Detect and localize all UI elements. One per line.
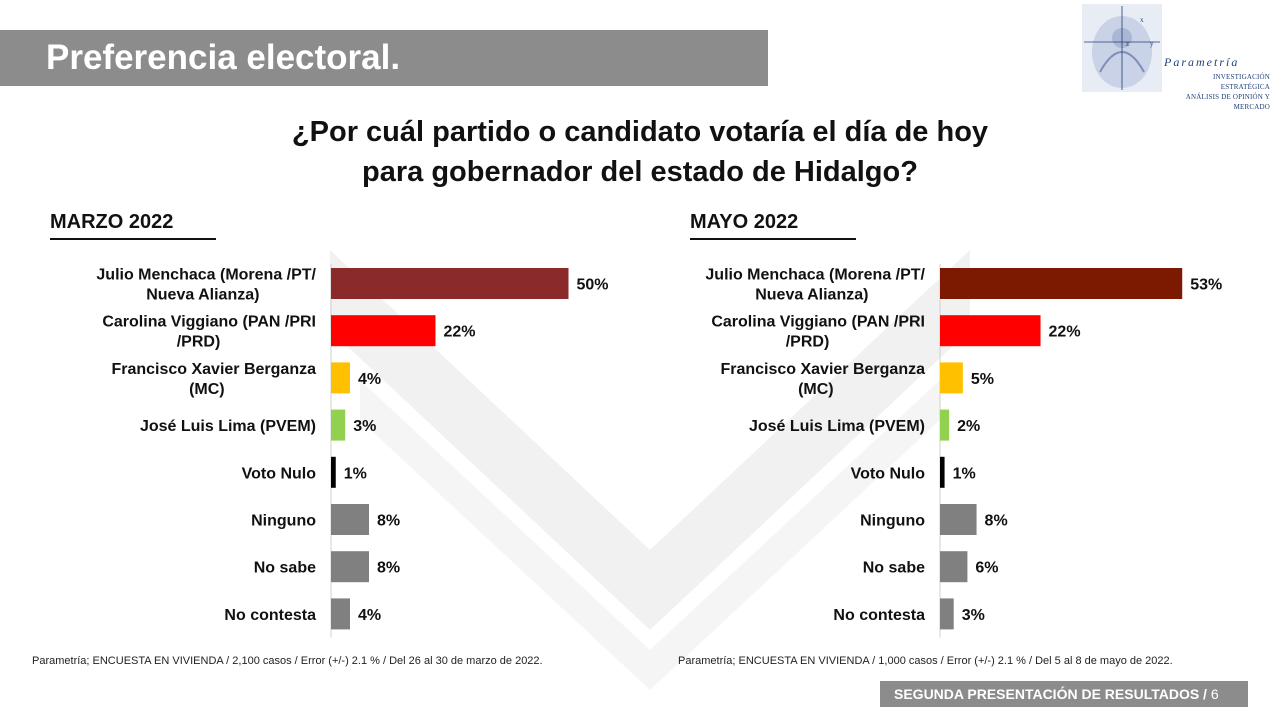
category-label-mayo-3: José Luis Lima (PVEM)	[749, 418, 925, 435]
logo-subtitle-line2: Análisis de opinión y mercado	[1185, 93, 1270, 111]
panel-title-marzo: MARZO 2022	[50, 211, 216, 240]
bar-marzo-4	[331, 456, 336, 488]
category-label-marzo-0: Julio Menchaca (Morena /PT/Nueva Alianza…	[96, 267, 316, 304]
value-label-mayo-3: 2%	[957, 418, 980, 435]
panel-title-mayo: MAYO 2022	[690, 211, 856, 240]
value-label-mayo-7: 3%	[962, 607, 985, 624]
logo-subtitle-line1: Investigación estratégica	[1212, 73, 1270, 91]
question-line1: ¿Por cuál partido o candidato votaría el…	[291, 116, 989, 148]
source-note-mayo: Parametría; ENCUESTA EN VIVIENDA / 1,000…	[678, 655, 1173, 667]
value-label-mayo-4: 1%	[953, 465, 976, 482]
bar-marzo-0	[331, 268, 569, 299]
category-label-mayo-7: No contesta	[833, 607, 925, 624]
value-label-marzo-5: 8%	[377, 513, 400, 530]
value-label-marzo-1: 22%	[444, 324, 476, 341]
bar-mayo-3	[940, 409, 950, 441]
svg-text:y: y	[1150, 40, 1154, 48]
bar-mayo-7	[940, 598, 954, 630]
category-label-mayo-1: Carolina Viggiano (PAN /PRI/PRD)	[711, 314, 925, 351]
category-label-marzo-1: Carolina Viggiano (PAN /PRI/PRD)	[102, 314, 316, 351]
bar-mayo-0	[940, 268, 1183, 299]
value-label-mayo-6: 6%	[975, 560, 998, 577]
value-label-marzo-6: 8%	[377, 560, 400, 577]
page-number: 6	[1210, 686, 1219, 702]
value-label-mayo-2: 5%	[971, 371, 994, 388]
bar-mayo-4	[940, 456, 945, 488]
bar-mayo-1	[940, 315, 1041, 347]
category-label-marzo-7: No contesta	[224, 607, 316, 624]
category-label-mayo-5: Ninguno	[860, 513, 925, 530]
page-title: Preferencia electoral.	[46, 38, 401, 77]
category-label-marzo-2: Francisco Xavier Berganza (MC)	[111, 361, 316, 398]
parametria-logo: x y z	[1082, 4, 1162, 92]
category-label-marzo-6: No sabe	[254, 560, 316, 577]
bar-mayo-2	[940, 362, 963, 394]
value-label-marzo-4: 1%	[344, 465, 367, 482]
title-bar: Preferencia electoral.	[0, 30, 768, 86]
logo-name: Parametría	[1164, 55, 1240, 69]
category-label-marzo-3: José Luis Lima (PVEM)	[140, 418, 316, 435]
value-label-mayo-0: 53%	[1190, 277, 1222, 294]
bar-marzo-6	[331, 551, 369, 583]
value-label-mayo-5: 8%	[985, 513, 1008, 530]
bar-mayo-6	[940, 551, 968, 583]
bar-marzo-2	[331, 362, 350, 394]
footer-bar: SEGUNDA PRESENTACIÓN DE RESULTADOS / 6	[880, 681, 1248, 707]
bar-marzo-7	[331, 598, 350, 630]
bar-mayo-5	[940, 504, 977, 535]
category-label-marzo-5: Ninguno	[251, 513, 316, 530]
value-label-mayo-1: 22%	[1049, 324, 1081, 341]
category-label-mayo-4: Voto Nulo	[851, 465, 926, 482]
bar-marzo-3	[331, 409, 346, 441]
bar-marzo-1	[331, 315, 436, 347]
survey-question: ¿Por cuál partido o candidato votaría el…	[140, 112, 1140, 192]
svg-text:x: x	[1140, 16, 1144, 24]
source-note-marzo: Parametría; ENCUESTA EN VIVIENDA / 2,100…	[32, 655, 543, 667]
svg-text:z: z	[1126, 40, 1129, 48]
footer-separator: /	[1199, 686, 1211, 702]
category-label-mayo-6: No sabe	[863, 560, 925, 577]
value-label-marzo-0: 50%	[577, 277, 609, 294]
category-label-mayo-2: Francisco Xavier Berganza (MC)	[720, 361, 925, 398]
logo-subtitle: Investigación estratégica Análisis de op…	[1166, 72, 1270, 112]
value-label-marzo-7: 4%	[358, 607, 381, 624]
bar-marzo-5	[331, 504, 369, 535]
value-label-marzo-3: 3%	[353, 418, 376, 435]
question-line2: para gobernador del estado de Hidalgo?	[362, 156, 918, 188]
category-label-marzo-4: Voto Nulo	[242, 465, 317, 482]
footer-label: SEGUNDA PRESENTACIÓN DE RESULTADOS	[894, 686, 1200, 702]
category-label-mayo-0: Julio Menchaca (Morena /PT/Nueva Alianza…	[705, 267, 925, 304]
value-label-marzo-2: 4%	[358, 371, 381, 388]
